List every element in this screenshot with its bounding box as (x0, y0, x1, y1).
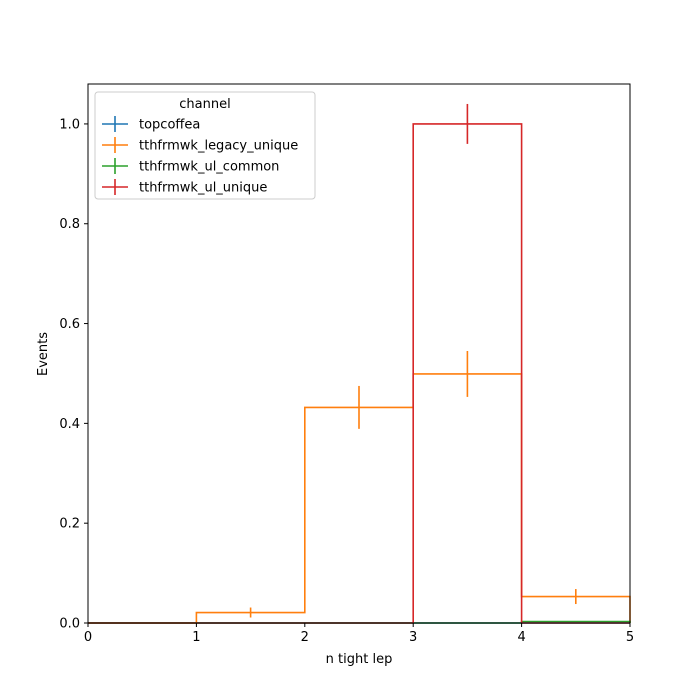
y-tick-label: 0.8 (59, 217, 80, 232)
x-axis-label: n tight lep (326, 652, 393, 667)
legend-label: tthfrmwk_ul_common (139, 160, 279, 175)
y-tick-label: 0.0 (59, 617, 80, 632)
legend-label: topcoffea (139, 118, 200, 133)
plot-area (87, 83, 631, 624)
x-tick-label: 3 (409, 630, 417, 645)
y-axis: 0.0 0.2 0.4 0.6 0.8 1.0 (59, 117, 88, 632)
y-tick-label: 1.0 (59, 117, 80, 132)
x-tick-label: 0 (84, 630, 92, 645)
x-tick-label: 4 (517, 630, 525, 645)
legend-label: tthfrmwk_ul_unique (139, 181, 267, 196)
x-tick-label: 1 (192, 630, 200, 645)
legend-label: tthfrmwk_legacy_unique (139, 139, 298, 154)
legend: channel topcoffea tthfrmwk_legacy_uniquett… (94, 91, 316, 200)
legend-box (94, 91, 316, 200)
axes-frame (87, 83, 631, 624)
y-tick-label: 0.6 (59, 317, 80, 332)
x-tick-label: 5 (626, 630, 634, 645)
x-axis: 0 1 2 3 4 5 (84, 623, 634, 645)
x-tick-label: 2 (301, 630, 309, 645)
legend-title: channel (179, 97, 230, 112)
y-axis-label: Events (36, 332, 51, 376)
y-tick-label: 0.4 (59, 417, 80, 432)
y-tick-label: 0.2 (59, 517, 80, 532)
